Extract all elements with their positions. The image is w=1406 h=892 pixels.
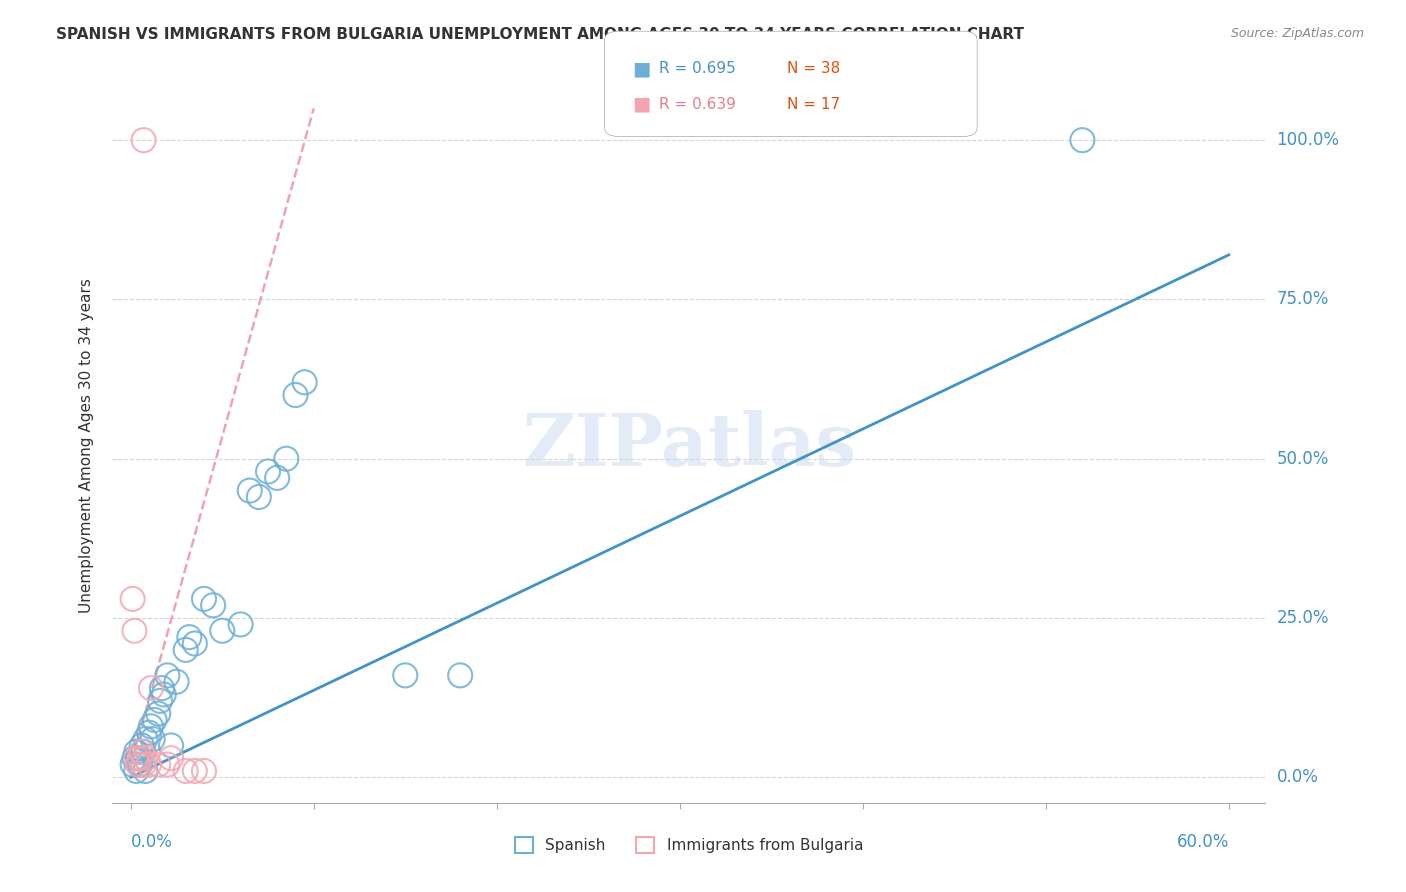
Text: 60.0%: 60.0%	[1177, 833, 1229, 851]
Point	[166, 674, 188, 689]
Point	[127, 751, 149, 765]
Point	[131, 739, 153, 753]
Point	[132, 133, 155, 147]
Text: 75.0%: 75.0%	[1277, 291, 1329, 309]
Point	[174, 764, 197, 778]
Point	[449, 668, 471, 682]
Point	[179, 630, 201, 644]
Point	[276, 451, 298, 466]
Point	[156, 668, 179, 682]
Text: ZIPatlas: ZIPatlas	[522, 410, 856, 482]
Point	[239, 483, 262, 498]
Point	[284, 388, 307, 402]
Point	[193, 591, 215, 606]
Point	[134, 764, 156, 778]
Point	[124, 624, 146, 638]
Text: N = 17: N = 17	[787, 97, 841, 112]
Point	[134, 751, 156, 765]
Text: 50.0%: 50.0%	[1277, 450, 1329, 467]
Point	[143, 713, 166, 727]
Point	[184, 764, 207, 778]
Point	[257, 465, 280, 479]
Point	[127, 757, 149, 772]
Point	[174, 643, 197, 657]
Point	[139, 719, 162, 733]
Text: 0.0%: 0.0%	[1277, 768, 1319, 787]
Text: Source: ZipAtlas.com: Source: ZipAtlas.com	[1230, 27, 1364, 40]
Text: 0.0%: 0.0%	[131, 833, 173, 851]
Point	[125, 751, 148, 765]
Point	[160, 739, 183, 753]
Point	[131, 745, 153, 759]
Point	[247, 490, 270, 504]
Text: ■: ■	[633, 95, 651, 114]
Point	[229, 617, 252, 632]
Point	[184, 636, 207, 650]
Point	[125, 764, 148, 778]
Y-axis label: Unemployment Among Ages 30 to 34 years: Unemployment Among Ages 30 to 34 years	[79, 278, 94, 614]
Point	[129, 751, 152, 765]
Point	[134, 732, 156, 747]
Point	[148, 757, 170, 772]
Point	[149, 694, 172, 708]
Text: 25.0%: 25.0%	[1277, 609, 1329, 627]
Point	[121, 757, 143, 772]
Text: N = 38: N = 38	[787, 62, 841, 76]
Point	[138, 725, 160, 739]
Point	[202, 599, 225, 613]
Legend: Spanish, Immigrants from Bulgaria: Spanish, Immigrants from Bulgaria	[509, 831, 869, 859]
Point	[129, 757, 152, 772]
Point	[150, 681, 173, 695]
Text: ■: ■	[633, 59, 651, 78]
Point	[148, 706, 170, 721]
Point	[132, 745, 155, 759]
Point	[160, 751, 183, 765]
Point	[394, 668, 416, 682]
Point	[266, 471, 288, 485]
Text: SPANISH VS IMMIGRANTS FROM BULGARIA UNEMPLOYMENT AMONG AGES 30 TO 34 YEARS CORRE: SPANISH VS IMMIGRANTS FROM BULGARIA UNEM…	[56, 27, 1024, 42]
Point	[156, 757, 179, 772]
Point	[125, 745, 148, 759]
Point	[1071, 133, 1094, 147]
Point	[139, 681, 162, 695]
Point	[294, 376, 316, 390]
Point	[142, 732, 165, 747]
Text: 100.0%: 100.0%	[1277, 131, 1340, 149]
Text: R = 0.639: R = 0.639	[659, 97, 737, 112]
Point	[121, 591, 143, 606]
Text: R = 0.695: R = 0.695	[659, 62, 737, 76]
Point	[132, 757, 155, 772]
Point	[124, 751, 146, 765]
Point	[193, 764, 215, 778]
Point	[211, 624, 233, 638]
Point	[138, 757, 160, 772]
Point	[152, 688, 174, 702]
